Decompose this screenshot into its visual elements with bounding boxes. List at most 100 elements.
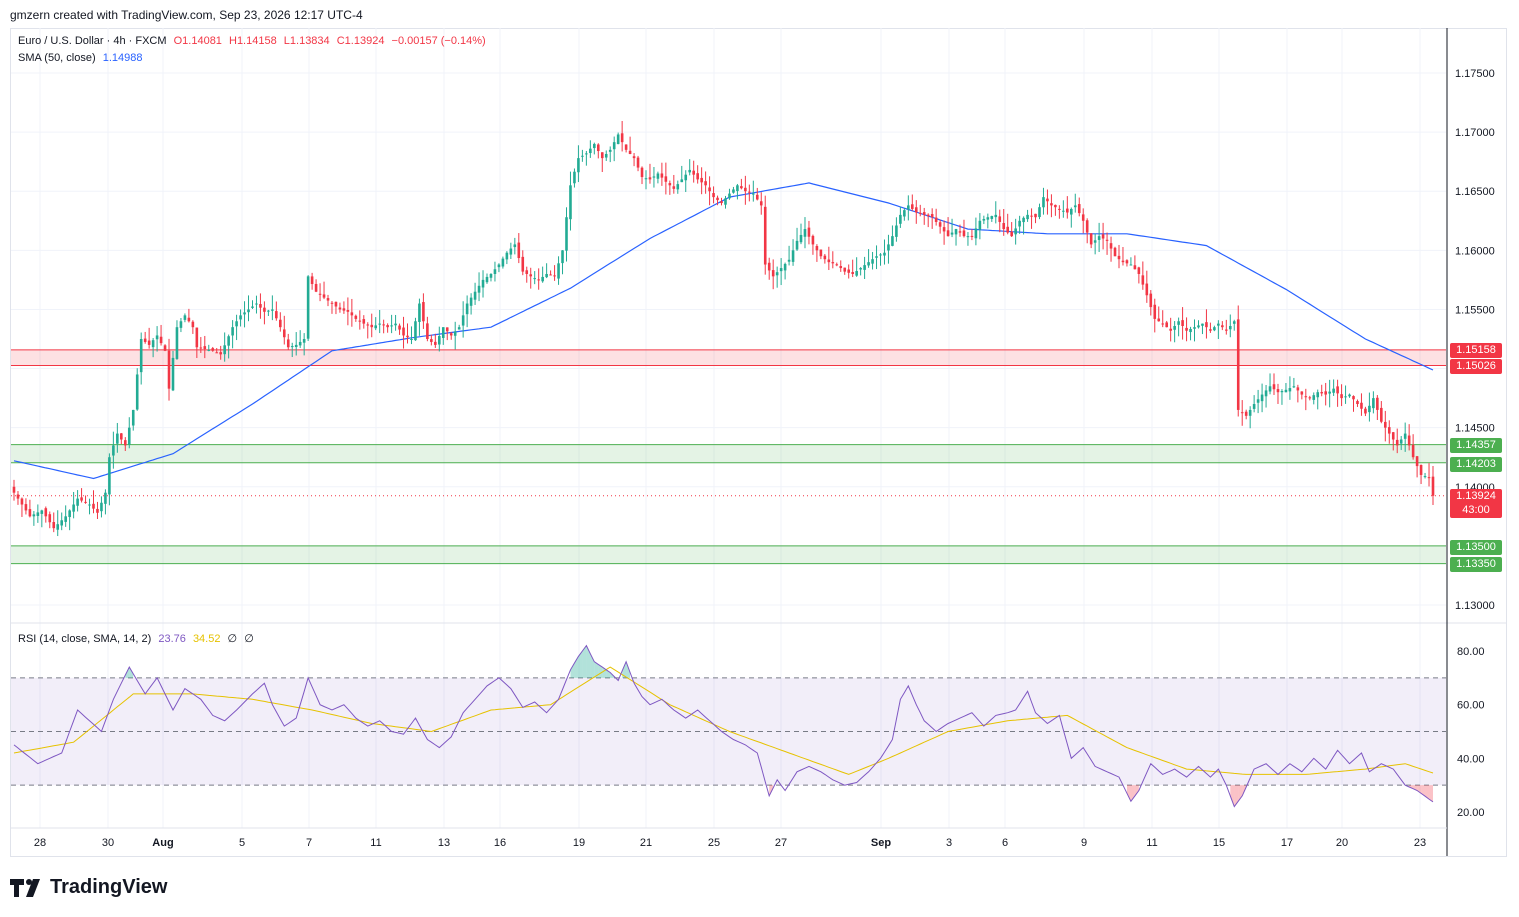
candle — [279, 312, 282, 332]
candle-body — [1085, 220, 1089, 233]
candle — [712, 186, 715, 204]
candle — [143, 331, 147, 344]
candle — [1340, 384, 1343, 407]
candle-body — [64, 516, 67, 522]
candle-body — [1066, 208, 1069, 213]
candle — [545, 263, 548, 279]
candle-body — [1062, 210, 1065, 212]
time-tick-label: 6 — [1002, 837, 1008, 849]
candle — [525, 266, 529, 283]
candle — [553, 265, 556, 281]
candle — [815, 244, 819, 262]
candle-body — [481, 279, 485, 288]
candle — [696, 165, 699, 184]
candle-body — [779, 268, 783, 272]
candle — [195, 327, 199, 359]
candle — [68, 509, 71, 531]
candle-body — [744, 187, 747, 192]
candle-body — [648, 177, 652, 180]
candle — [1113, 246, 1117, 257]
candle-body — [358, 320, 362, 322]
candle-body — [855, 271, 858, 276]
candle-body — [950, 232, 954, 235]
candle-body — [879, 254, 882, 256]
candle-body — [16, 494, 20, 499]
candle-body — [1236, 319, 1240, 410]
price-tick-label: 1.13000 — [1455, 600, 1495, 612]
candle — [708, 176, 711, 206]
candle — [1387, 420, 1391, 444]
candle-body — [875, 256, 878, 258]
candle-body — [549, 274, 552, 276]
candle — [883, 239, 886, 265]
candle — [438, 326, 441, 352]
candle-body — [306, 276, 310, 339]
candle-body — [247, 309, 250, 313]
candle-body — [36, 512, 40, 516]
candle-body — [577, 158, 580, 173]
candle-body — [553, 275, 556, 277]
candle — [851, 259, 854, 278]
candle — [60, 512, 63, 531]
candle-body — [1276, 389, 1280, 393]
candle — [839, 260, 843, 272]
candle — [1173, 321, 1176, 343]
candle — [1380, 401, 1383, 424]
candle — [326, 294, 330, 307]
candle — [426, 316, 429, 342]
tradingview-logo[interactable]: TradingView — [10, 876, 167, 899]
candle-body — [664, 176, 668, 182]
candle-body — [600, 152, 604, 159]
candle-body — [1113, 247, 1117, 257]
candle — [692, 160, 695, 183]
candle — [88, 498, 91, 515]
badge-zone3-top: 1.13500 — [1450, 540, 1502, 555]
candle — [342, 301, 346, 314]
candle — [1225, 319, 1228, 335]
candle-body — [1014, 228, 1017, 235]
candle-body — [775, 272, 779, 276]
candle-body — [569, 185, 572, 220]
candle — [366, 322, 370, 339]
candle — [636, 155, 640, 172]
candle-body — [1213, 327, 1216, 331]
candle-body — [589, 148, 592, 154]
candle — [1312, 392, 1316, 405]
candle-body — [414, 321, 417, 341]
candle — [628, 136, 632, 155]
candle — [28, 499, 32, 518]
candle-body — [76, 498, 79, 506]
candle — [1125, 259, 1129, 267]
candle — [577, 145, 580, 183]
candle-body — [501, 258, 505, 267]
rsi-legend: RSI (14, close, SMA, 14, 2) 23.76 34.52 … — [18, 632, 254, 645]
candle — [1050, 194, 1053, 218]
candle — [191, 320, 195, 334]
rsi-oversold-fill — [1230, 785, 1235, 807]
candle-body — [147, 340, 151, 345]
candle-body — [1431, 476, 1435, 496]
candle-body — [477, 285, 481, 293]
candle-body — [366, 324, 370, 326]
candle — [517, 233, 521, 264]
candle — [1403, 422, 1407, 452]
candle-body — [811, 235, 815, 245]
candle — [1089, 233, 1093, 249]
candle-body — [473, 291, 477, 300]
candle-body — [354, 315, 358, 319]
candle-body — [1427, 477, 1431, 479]
candle-body — [1391, 432, 1395, 440]
rsi-overbought-fill — [622, 661, 627, 678]
candle — [795, 227, 799, 251]
candle — [744, 175, 747, 205]
candle — [485, 273, 489, 284]
time-tick-label: 15 — [1213, 837, 1225, 849]
candle-body — [92, 503, 95, 509]
candle — [581, 149, 584, 162]
candle-body — [748, 191, 751, 193]
candle-body — [302, 339, 306, 343]
time-tick-label: 5 — [239, 837, 245, 849]
candle-body — [958, 231, 962, 233]
candle-body — [1256, 399, 1260, 403]
